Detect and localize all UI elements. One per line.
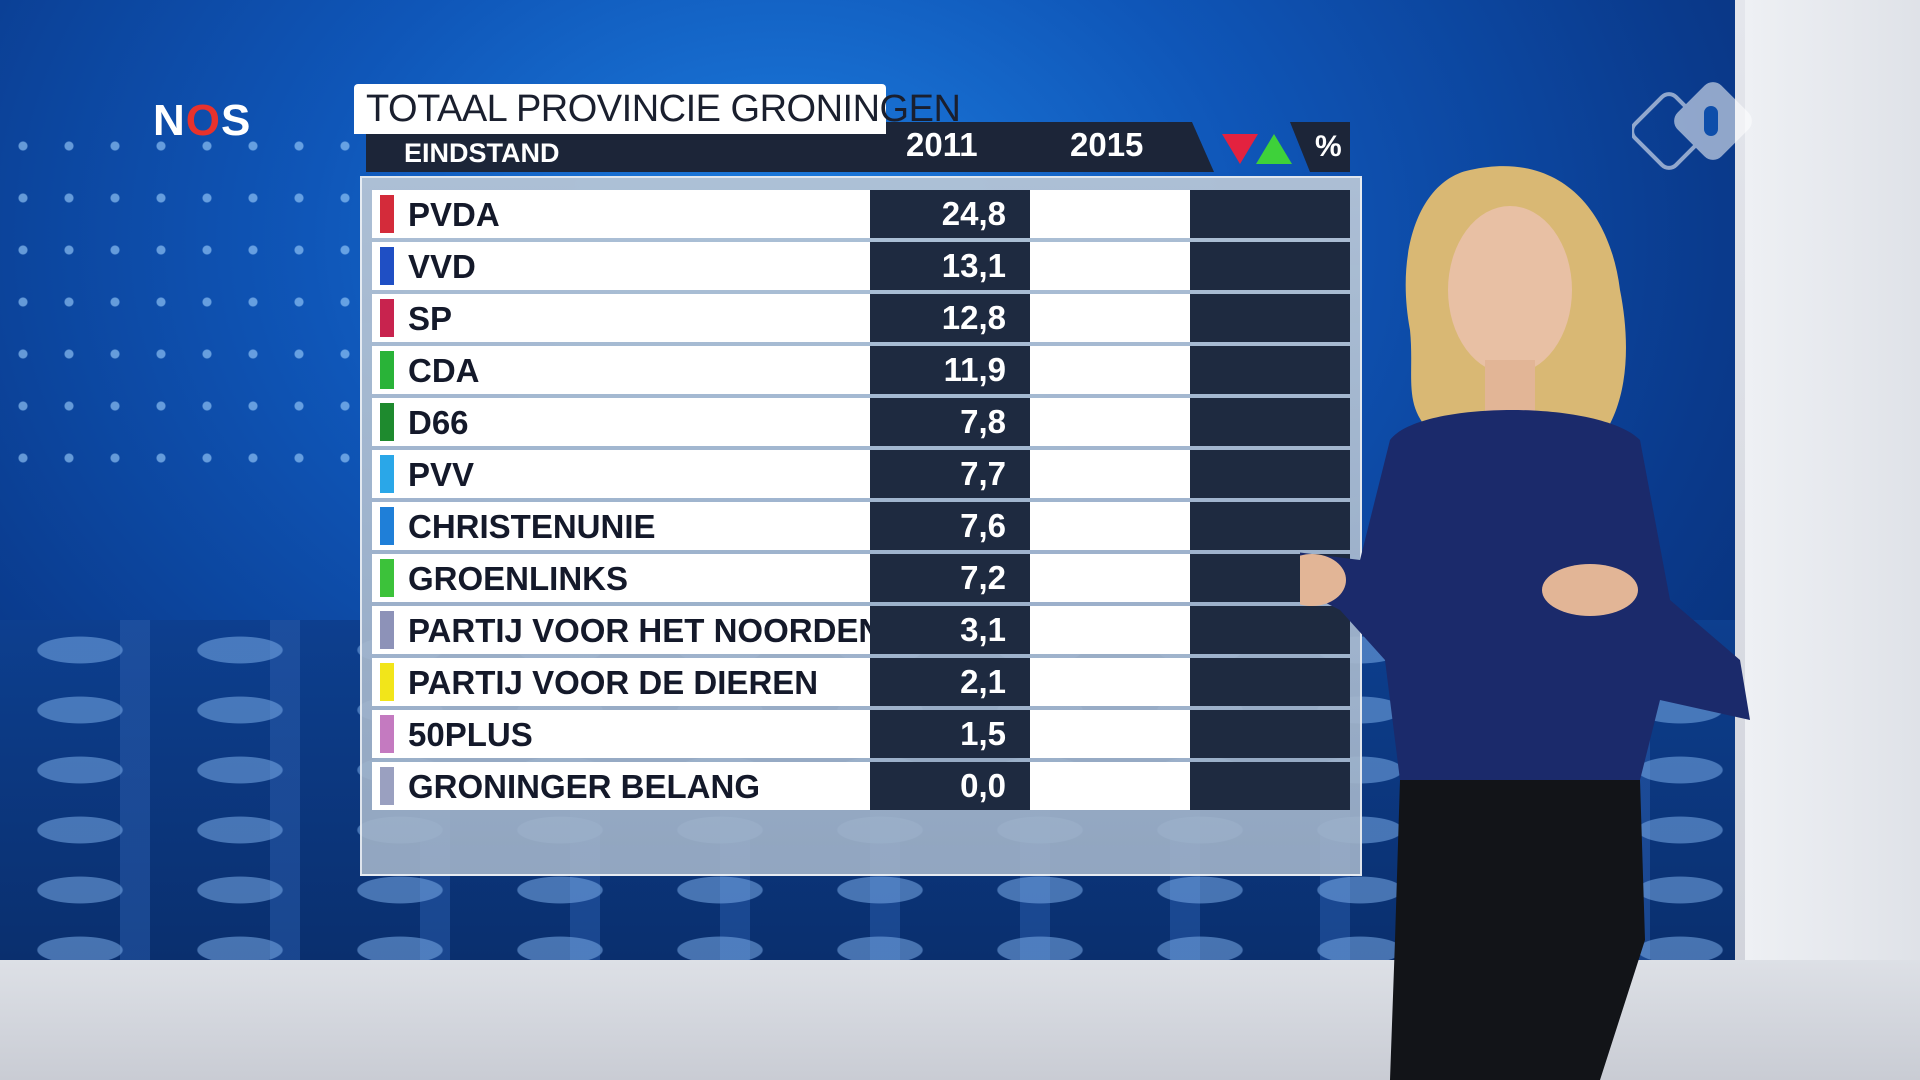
party-name: 50PLUS xyxy=(408,716,533,753)
party-cell: GRONINGER BELANG xyxy=(372,762,870,810)
party-cell: PARTIJ VOOR DE DIEREN xyxy=(372,658,870,706)
value-pct-change xyxy=(1190,450,1350,498)
party-color-swatch xyxy=(380,767,394,805)
value-pct-change xyxy=(1190,502,1350,550)
column-header-pct: % xyxy=(1315,130,1342,163)
party-name: GRONINGER BELANG xyxy=(408,768,761,805)
value-2011: 12,8 xyxy=(870,294,1030,342)
decrease-triangle-icon xyxy=(1222,134,1258,164)
table-row: PVDA 24,8 xyxy=(372,190,1350,238)
results-table: PVDA 24,8 VVD 13,1 SP 12,8 CDA 11,9 D66 7,8 PVV 7,7… xyxy=(372,190,1350,814)
column-header-2015: 2015 xyxy=(1070,126,1144,163)
screen-sparkles xyxy=(0,120,360,500)
nos-logo: NOS xyxy=(153,96,252,145)
value-2015 xyxy=(1030,294,1190,342)
party-cell: CHRISTENUNIE xyxy=(372,502,870,550)
party-cell: PVV xyxy=(372,450,870,498)
value-pct-change xyxy=(1190,710,1350,758)
party-color-swatch xyxy=(380,507,394,545)
title-tab xyxy=(354,84,886,134)
value-2011: 7,7 xyxy=(870,450,1030,498)
party-cell: PARTIJ VOOR HET NOORDEN xyxy=(372,606,882,654)
value-2015 xyxy=(1030,606,1190,654)
party-color-swatch xyxy=(380,663,394,701)
party-name: D66 xyxy=(408,404,469,441)
value-2015 xyxy=(1030,346,1190,394)
party-color-swatch xyxy=(380,195,394,233)
party-cell: VVD xyxy=(372,242,870,290)
value-2011: 0,0 xyxy=(870,762,1030,810)
party-cell: PVDA xyxy=(372,190,870,238)
table-row: GRONINGER BELANG 0,0 xyxy=(372,762,1350,810)
party-name: CHRISTENUNIE xyxy=(408,508,656,545)
party-name: PVV xyxy=(408,456,475,493)
value-2011: 7,8 xyxy=(870,398,1030,446)
party-color-swatch xyxy=(380,611,394,649)
value-2015 xyxy=(1030,242,1190,290)
column-header-2011: 2011 xyxy=(906,126,978,163)
party-name: SP xyxy=(408,300,453,337)
value-pct-change xyxy=(1190,762,1350,810)
value-2011: 13,1 xyxy=(870,242,1030,290)
party-cell: SP xyxy=(372,294,870,342)
value-2011: 3,1 xyxy=(870,606,1030,654)
value-pct-change xyxy=(1190,398,1350,446)
value-2011: 24,8 xyxy=(870,190,1030,238)
studio-wall-edge xyxy=(1745,0,1920,1080)
party-cell: D66 xyxy=(372,398,870,446)
value-2015 xyxy=(1030,762,1190,810)
party-cell: GROENLINKS xyxy=(372,554,870,602)
value-pct-change xyxy=(1190,346,1350,394)
party-color-swatch xyxy=(380,559,394,597)
party-name: VVD xyxy=(408,248,476,285)
party-color-swatch xyxy=(380,247,394,285)
table-row: 50PLUS 1,5 xyxy=(372,710,1350,758)
value-2015 xyxy=(1030,398,1190,446)
increase-triangle-icon xyxy=(1256,134,1292,164)
value-pct-change xyxy=(1190,606,1350,654)
npo-logo-icon xyxy=(1632,82,1752,170)
value-2011: 2,1 xyxy=(870,658,1030,706)
table-row: SP 12,8 xyxy=(372,294,1350,342)
value-2015 xyxy=(1030,554,1190,602)
party-color-swatch xyxy=(380,351,394,389)
party-color-swatch xyxy=(380,455,394,493)
presenter-figure xyxy=(1300,166,1750,1080)
value-pct-change xyxy=(1190,658,1350,706)
value-2015 xyxy=(1030,502,1190,550)
graphic-subtitle: EINDSTAND xyxy=(404,138,560,168)
table-row: PARTIJ VOOR DE DIEREN 2,1 xyxy=(372,658,1350,706)
value-2011: 7,6 xyxy=(870,502,1030,550)
party-name: PVDA xyxy=(408,196,500,233)
value-2011: 1,5 xyxy=(870,710,1030,758)
value-2015 xyxy=(1030,710,1190,758)
value-2015 xyxy=(1030,658,1190,706)
value-pct-change xyxy=(1190,242,1350,290)
value-pct-change xyxy=(1190,190,1350,238)
party-color-swatch xyxy=(380,403,394,441)
party-cell: CDA xyxy=(372,346,870,394)
party-name: CDA xyxy=(408,352,480,389)
graphic-title: TOTAAL PROVINCIE GRONINGEN xyxy=(366,88,961,130)
table-row: GROENLINKS 7,2 xyxy=(372,554,1350,602)
value-2011: 7,2 xyxy=(870,554,1030,602)
value-2011: 11,9 xyxy=(870,346,1030,394)
table-row: D66 7,8 xyxy=(372,398,1350,446)
table-row: PVV 7,7 xyxy=(372,450,1350,498)
party-color-swatch xyxy=(380,715,394,753)
party-name: PARTIJ VOOR DE DIEREN xyxy=(408,664,819,701)
table-row: VVD 13,1 xyxy=(372,242,1350,290)
table-row: CHRISTENUNIE 7,6 xyxy=(372,502,1350,550)
party-color-swatch xyxy=(380,299,394,337)
value-2015 xyxy=(1030,450,1190,498)
party-name: PARTIJ VOOR HET NOORDEN xyxy=(408,612,883,649)
party-name: GROENLINKS xyxy=(408,560,629,597)
value-2015 xyxy=(1030,190,1190,238)
value-pct-change xyxy=(1190,294,1350,342)
table-row: PARTIJ VOOR HET NOORDEN 3,1 xyxy=(372,606,1350,654)
party-cell: 50PLUS xyxy=(372,710,870,758)
table-row: CDA 11,9 xyxy=(372,346,1350,394)
